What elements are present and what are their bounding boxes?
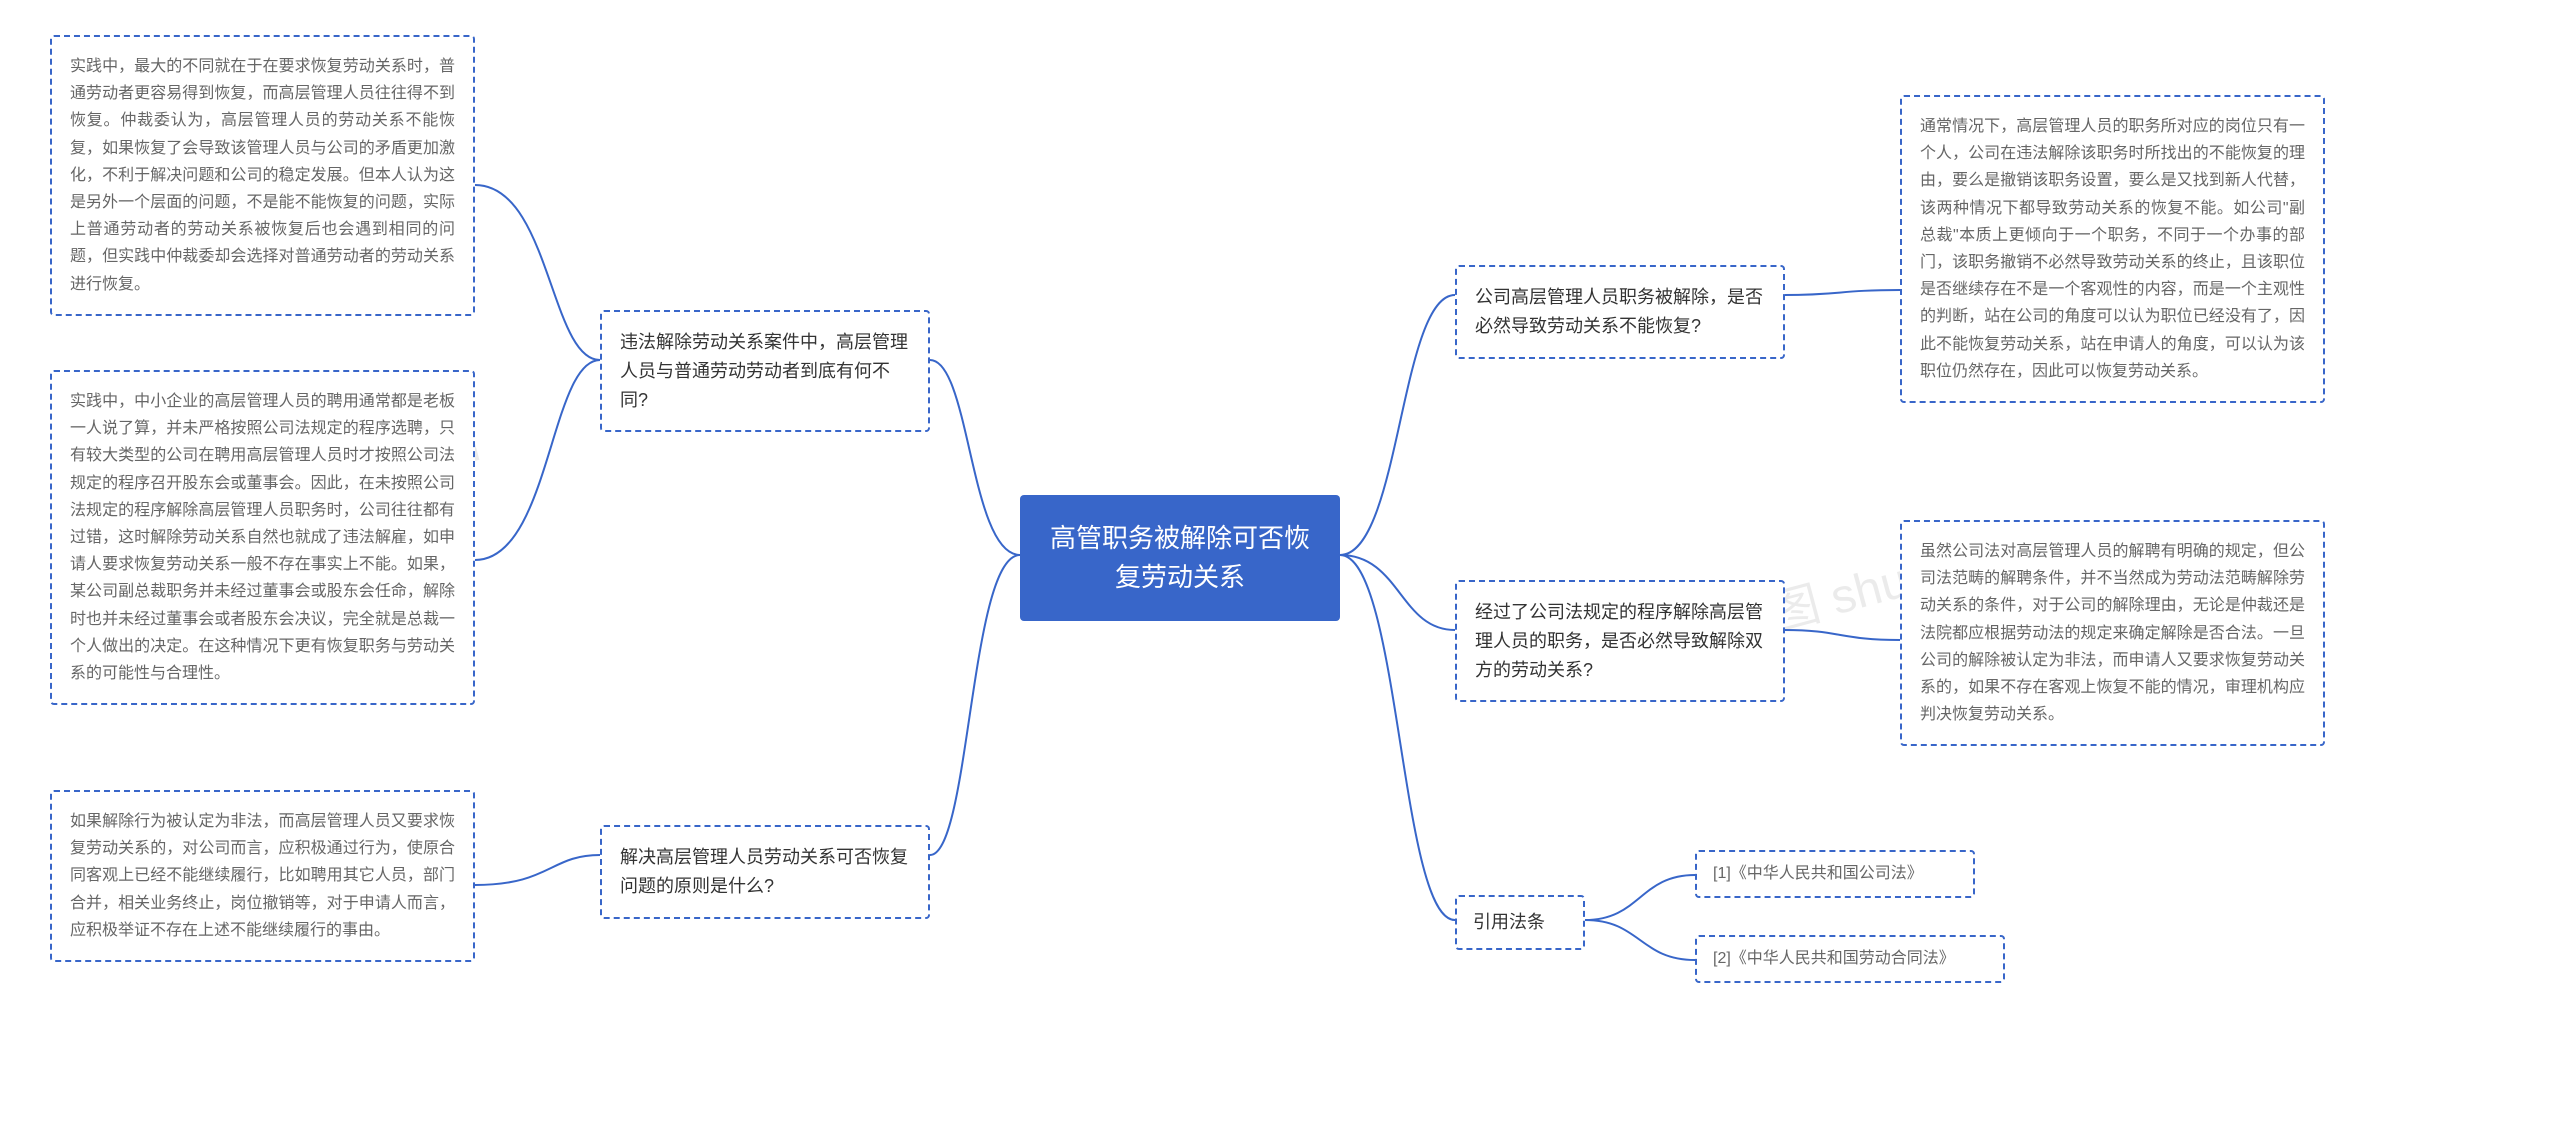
left-branch-2[interactable]: 解决高层管理人员劳动关系可否恢复问题的原则是什么? [600, 825, 930, 919]
reference-2[interactable]: [2]《中华人民共和国劳动合同法》 [1695, 935, 2005, 983]
reference-1[interactable]: [1]《中华人民共和国公司法》 [1695, 850, 1975, 898]
right-branch-3-references[interactable]: 引用法条 [1455, 895, 1585, 950]
left-leaf-1-2[interactable]: 实践中，中小企业的高层管理人员的聘用通常都是老板一人说了算，并未严格按照公司法规… [50, 370, 475, 705]
left-leaf-1-1[interactable]: 实践中，最大的不同就在于在要求恢复劳动关系时，普通劳动者更容易得到恢复，而高层管… [50, 35, 475, 316]
right-leaf-2-1[interactable]: 虽然公司法对高层管理人员的解聘有明确的规定，但公司法范畴的解聘条件，并不当然成为… [1900, 520, 2325, 746]
right-leaf-1-1[interactable]: 通常情况下，高层管理人员的职务所对应的岗位只有一个人，公司在违法解除该职务时所找… [1900, 95, 2325, 403]
left-leaf-2-1[interactable]: 如果解除行为被认定为非法，而高层管理人员又要求恢复劳动关系的，对公司而言，应积极… [50, 790, 475, 962]
left-branch-1[interactable]: 违法解除劳动关系案件中，高层管理人员与普通劳动劳动者到底有何不同? [600, 310, 930, 432]
right-branch-2[interactable]: 经过了公司法规定的程序解除高层管理人员的职务，是否必然导致解除双方的劳动关系? [1455, 580, 1785, 702]
center-topic[interactable]: 高管职务被解除可否恢复劳动关系 [1020, 495, 1340, 621]
right-branch-1[interactable]: 公司高层管理人员职务被解除，是否必然导致劳动关系不能恢复? [1455, 265, 1785, 359]
